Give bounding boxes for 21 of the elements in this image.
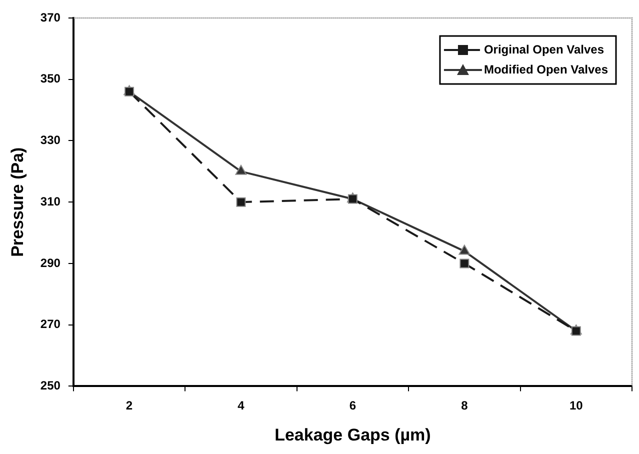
point	[460, 258, 470, 268]
y-tick-label: 290	[40, 256, 61, 270]
y-tick-label: 250	[40, 378, 61, 393]
point	[458, 244, 470, 255]
x-tick-label: 10	[569, 398, 584, 413]
y-tick-label: 330	[40, 133, 61, 148]
y-axis-title: Pressure (Pa)	[8, 147, 27, 257]
legend-label: Modified Open Valves	[484, 62, 608, 76]
y-tick-label: 350	[40, 72, 61, 86]
y-tick-label: 370	[40, 10, 61, 24]
point	[235, 164, 247, 175]
point	[571, 326, 581, 336]
legend-label: Original Open Valves	[484, 42, 604, 56]
x-tick-label: 2	[126, 398, 133, 413]
x-tick-label: 6	[349, 398, 356, 413]
x-tick-label: 4	[238, 398, 245, 413]
x-tick-label: 8	[461, 398, 468, 413]
x-axis-title: Leakage Gaps (µm)	[274, 425, 431, 444]
y-tick-label: 270	[40, 317, 61, 332]
y-tick-label: 310	[40, 194, 61, 208]
point	[236, 197, 246, 207]
